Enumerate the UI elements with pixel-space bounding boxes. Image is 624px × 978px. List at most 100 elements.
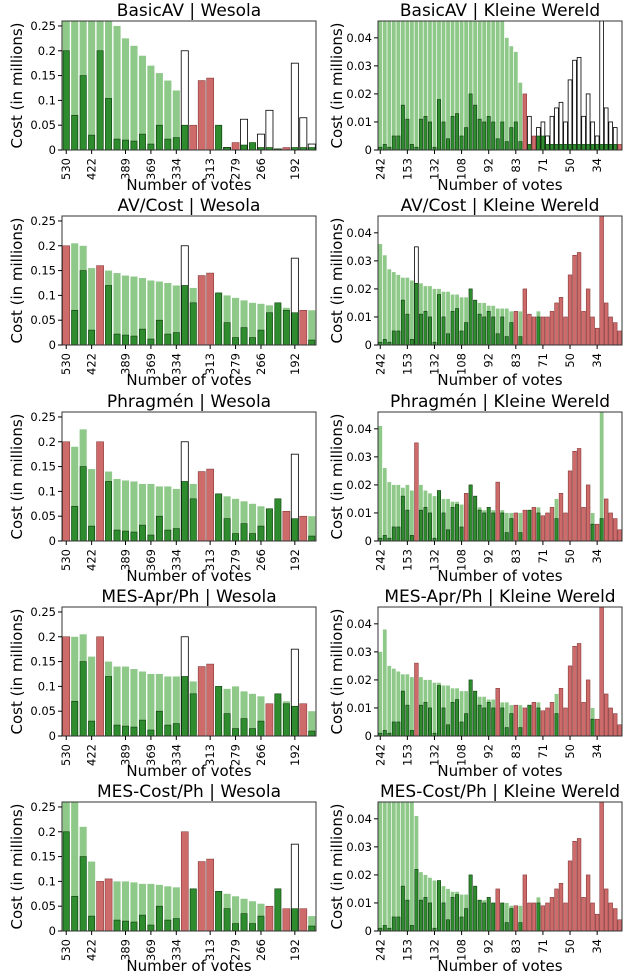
- cost-bar: [240, 501, 248, 541]
- support-bar: [504, 532, 509, 541]
- y-tick-label: 0.15: [30, 264, 56, 278]
- support-bar: [518, 727, 523, 736]
- cost-bar: [527, 313, 532, 345]
- cost-bar: [459, 691, 464, 736]
- axes-frame: [377, 801, 623, 932]
- support-bar: [500, 121, 505, 150]
- support-bar: [486, 702, 491, 736]
- support-bar: [418, 118, 423, 150]
- cost-bar: [172, 676, 180, 736]
- x-tick-label: 369: [144, 353, 158, 375]
- cost-bar: [604, 302, 609, 345]
- support-bar: [189, 498, 197, 541]
- cost-bar: [265, 703, 274, 736]
- cost-bar: [391, 484, 396, 541]
- support-bar: [486, 507, 491, 541]
- cost-bar: [437, 21, 441, 150]
- x-tick-label: 369: [144, 744, 158, 766]
- cost-bar: [432, 288, 437, 345]
- cost-bar: [391, 21, 396, 150]
- y-tick-label: 0.01: [346, 701, 372, 715]
- cost-bar: [558, 883, 564, 931]
- cost-bar: [617, 919, 622, 931]
- y-tick-label: 0.03: [346, 645, 372, 659]
- chart-panel-3: 0 0.01 0.02 0.03 0.04 242 153 132 108 92 83 71 50 34 A…: [328, 196, 623, 389]
- chart-title: AV/Cost | Kleine Wereld: [401, 196, 600, 216]
- x-tick-label: 34: [590, 744, 604, 759]
- support-bar: [291, 312, 299, 345]
- cost-bar: [88, 268, 96, 345]
- support-bar: [427, 316, 432, 345]
- y-tick-label: 0: [49, 143, 56, 157]
- axes-frame: [377, 215, 623, 346]
- support-bar: [113, 529, 121, 541]
- x-tick-label: 530: [59, 353, 73, 375]
- y-tick-label: 0.02: [346, 87, 372, 101]
- cost-bar: [96, 881, 104, 931]
- support-bar: [391, 721, 396, 736]
- y-tick-label: 0.15: [30, 850, 56, 864]
- support-bar: [130, 335, 138, 345]
- support-bar: [249, 142, 256, 150]
- y-tick-label: 0.01: [346, 310, 372, 324]
- cost-bar: [617, 330, 622, 345]
- cost-bar: [265, 905, 274, 931]
- support-bar: [554, 713, 559, 736]
- support-bar: [459, 916, 464, 931]
- x-tick-label: 422: [85, 158, 99, 180]
- cost-bar: [147, 65, 155, 150]
- support-bar: [423, 311, 428, 345]
- cost-bar: [378, 651, 383, 736]
- support-bar: [441, 902, 446, 931]
- support-bar: [572, 144, 577, 150]
- x-tick-label: 108: [455, 939, 469, 961]
- support-bar: [455, 113, 460, 150]
- cost-bar: [405, 277, 410, 345]
- support-bar: [105, 98, 112, 150]
- cost-bar: [382, 468, 387, 541]
- y-tick-label: 0.1: [38, 93, 56, 107]
- support-bar: [113, 919, 121, 931]
- chart-panel-9: 0 0.01 0.02 0.03 0.04 242 153 132 108 92 83 71 50 34 M…: [328, 782, 623, 975]
- support-bar: [274, 693, 282, 736]
- y-tick-label: 0.25: [30, 800, 56, 814]
- support-bar: [468, 874, 473, 931]
- cost-bar: [563, 316, 568, 345]
- cost-bar: [545, 512, 550, 541]
- x-tick-label: 192: [288, 939, 302, 961]
- cost-bar: [147, 673, 155, 736]
- support-bar: [549, 144, 554, 150]
- cost-bar: [232, 896, 240, 931]
- support-bar: [418, 899, 423, 931]
- cost-bar: [147, 280, 155, 345]
- cost-bar: [563, 707, 568, 736]
- support-bar: [249, 337, 256, 345]
- cost-bar: [545, 316, 550, 345]
- cost-bar: [599, 412, 604, 541]
- cost-bar: [240, 300, 248, 345]
- cost-bar: [572, 841, 577, 931]
- support-bar: [400, 495, 405, 541]
- x-tick-label: 242: [373, 549, 387, 571]
- support-bar: [441, 121, 446, 150]
- support-bar: [586, 144, 591, 150]
- cost-bar: [409, 490, 414, 541]
- cost-bar: [138, 883, 146, 931]
- support-bar: [509, 322, 514, 345]
- y-tick-label: 0.01: [346, 115, 372, 129]
- support-bar: [405, 704, 410, 736]
- y-tick-label: 0.04: [346, 422, 372, 436]
- cost-bar: [450, 21, 455, 150]
- support-bar: [441, 707, 446, 736]
- cost-bar: [248, 693, 257, 736]
- cost-bar: [617, 529, 622, 541]
- support-bar: [155, 710, 163, 736]
- cost-bar: [585, 874, 591, 931]
- y-tick-label: 0.2: [38, 825, 56, 839]
- support-bar: [164, 333, 172, 345]
- cost-bar: [604, 498, 609, 541]
- cost-bar: [423, 21, 428, 150]
- support-bar: [418, 509, 423, 541]
- cost-bar: [446, 498, 450, 541]
- cost-bar: [567, 274, 573, 345]
